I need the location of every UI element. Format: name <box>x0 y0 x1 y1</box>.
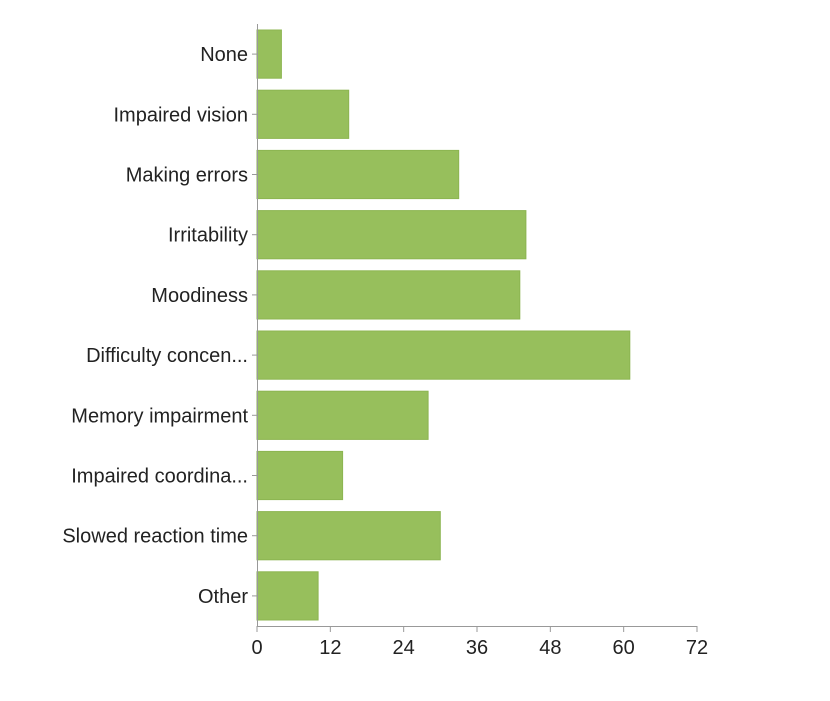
y-axis: None Impaired vision Making errors Irritabi… <box>62 24 258 626</box>
bar <box>256 149 460 200</box>
bar <box>256 511 441 561</box>
bar <box>256 29 282 79</box>
category-label: Making errors <box>126 165 248 187</box>
bar <box>256 450 344 501</box>
category-label: Irritability <box>168 225 248 247</box>
bar <box>256 210 527 260</box>
category-label: Moodiness <box>151 285 248 307</box>
category-label: Impaired vision <box>113 104 248 126</box>
x-axis: 0 12 24 36 48 60 72 <box>251 626 708 659</box>
bar <box>256 571 319 621</box>
x-tick-label: 72 <box>686 637 708 659</box>
x-tick-label: 36 <box>466 637 488 659</box>
x-tick-label: 12 <box>319 637 341 659</box>
category-label: Impaired coordina... <box>71 466 248 488</box>
bar <box>256 390 429 440</box>
bar <box>256 89 350 139</box>
category-label: None <box>200 44 248 66</box>
x-tick-label: 0 <box>251 637 262 659</box>
x-tick-label: 24 <box>393 637 415 659</box>
category-label: Memory impairment <box>71 405 248 427</box>
bar <box>256 330 631 380</box>
bar <box>256 270 521 320</box>
category-label: Slowed reaction time <box>62 526 248 548</box>
category-label: Other <box>198 586 248 608</box>
x-tick-label: 48 <box>539 637 561 659</box>
x-tick-label: 60 <box>613 637 635 659</box>
bars-group <box>256 29 631 621</box>
category-label: Difficulty concen... <box>86 345 248 367</box>
